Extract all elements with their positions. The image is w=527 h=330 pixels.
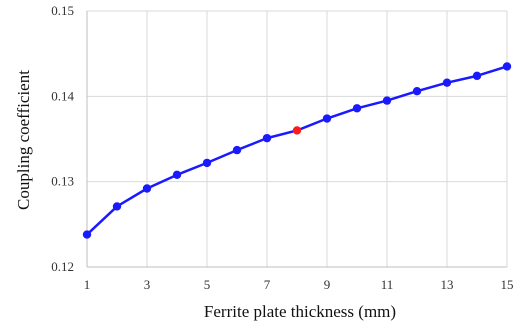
axes [86, 11, 507, 268]
x-tick-labels: 1 3 5 7 9 11 13 15 [84, 277, 514, 292]
data-point [202, 158, 212, 168]
grid [86, 10, 508, 268]
data-point [352, 104, 362, 113]
series-line [86, 65, 508, 236]
x-tick-label: 7 [264, 277, 271, 292]
data-point [472, 71, 482, 81]
x-tick-label: 5 [204, 277, 211, 292]
y-tick-label: 0.13 [51, 174, 74, 189]
data-point [502, 62, 512, 71]
data-point [112, 202, 122, 211]
data-point [442, 78, 452, 87]
y-tick-label: 0.15 [51, 3, 74, 18]
x-tick-label: 1 [84, 277, 91, 292]
x-tick-label: 9 [324, 277, 331, 292]
data-point [82, 230, 92, 239]
y-axis-label: Coupling coefficient [14, 70, 33, 210]
y-tick-label: 0.12 [51, 259, 74, 274]
data-point [232, 145, 242, 155]
x-tick-label: 11 [381, 277, 394, 292]
x-tick-label: 13 [441, 277, 454, 292]
series [82, 62, 512, 239]
y-tick-labels: 0.12 0.13 0.14 0.15 [51, 3, 74, 274]
x-axis-label: Ferrite plate thickness (mm) [204, 302, 396, 321]
x-tick-label: 15 [501, 277, 514, 292]
x-tick-label: 3 [144, 277, 151, 292]
highlight-point [292, 126, 302, 135]
data-point [412, 87, 422, 96]
data-point [382, 96, 392, 105]
data-point [172, 170, 182, 180]
y-tick-label: 0.14 [51, 88, 74, 103]
data-point [262, 133, 272, 143]
data-point [322, 114, 332, 123]
data-point [142, 184, 152, 193]
